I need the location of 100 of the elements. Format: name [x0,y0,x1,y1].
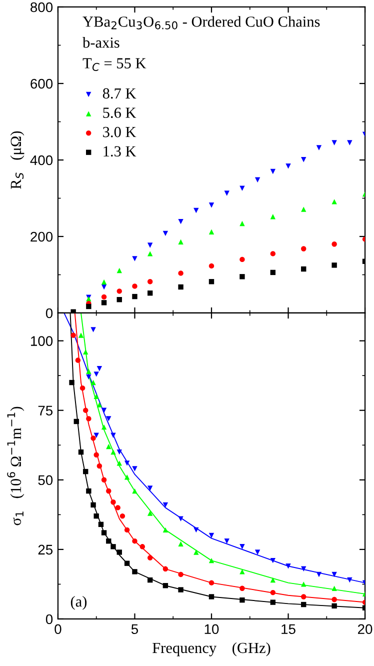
point [301,602,306,608]
point [301,246,306,252]
y-tick-label: 50 [38,475,53,486]
point [94,372,99,377]
legend-label: 1.3 K [104,146,136,157]
point [106,444,112,450]
x-tick-label: 20 [358,624,372,634]
point [101,408,107,413]
point [74,418,79,424]
point [270,600,276,605]
point [208,202,214,208]
point [94,394,99,400]
point [132,569,138,574]
point [101,284,107,290]
y-tick-label: 25 [38,544,53,555]
point [178,239,184,244]
point [178,587,184,592]
point [286,164,291,169]
point [332,603,337,609]
point [332,242,337,247]
point [270,270,276,276]
y-tick-label: 100 [30,336,53,346]
point [270,590,276,596]
point [240,256,245,262]
point [83,349,88,355]
point [332,262,337,268]
annotation: T$_{C}$ = 55 K [82,58,146,71]
point [240,597,245,603]
point [194,550,199,555]
point [240,186,245,191]
point [132,466,138,472]
point [94,432,99,438]
y-tick-label: 400 [30,155,53,166]
point [90,436,96,441]
point [116,297,122,302]
point [115,505,120,510]
legend-label: 5.6 K [103,108,136,118]
point [116,460,122,466]
point [116,288,122,294]
point [116,449,122,455]
y-tick-label: 600 [30,78,53,89]
point [240,586,245,591]
point [240,544,245,550]
point [106,538,112,544]
annotation: (a) [70,596,87,610]
point [208,279,214,284]
point [270,251,276,256]
point [96,463,102,469]
x-axis-title: Frequency (GHz) [152,642,270,656]
point [70,332,76,338]
point [316,145,322,150]
point [110,432,116,438]
point [178,541,184,546]
point [75,358,81,363]
point [101,424,107,430]
point [178,572,184,578]
point [194,208,199,214]
text: σ$_{1}$ (10$^{6}$ Ω$^{−1}$m$^{−1}$) [7,406,24,526]
point [147,242,153,248]
point [86,368,92,374]
point [90,502,96,508]
x-tick-label: 5 [131,624,138,634]
point [124,474,130,480]
point [178,284,184,290]
point [347,140,352,146]
point [147,510,153,516]
point [124,560,130,566]
point [301,582,306,587]
point [178,516,184,522]
x-tick-label: 0 [54,624,62,634]
point [178,270,184,276]
point [162,566,168,572]
point [347,577,352,583]
point [116,268,122,274]
point [106,416,112,422]
point [147,279,153,284]
point [120,513,126,519]
annotation: YBa$_{2}$Cu$_{3}$O$_{6.50}$ - Ordered CuO Chains [82,16,320,30]
legend-label: 3.0 K [103,126,136,138]
point [86,416,92,422]
point [106,488,112,494]
point [132,294,138,300]
point [83,408,88,413]
point [270,577,276,583]
point [208,558,214,564]
point [208,229,214,234]
y-tick-label: 0 [46,308,53,318]
point [147,251,153,256]
point [124,527,130,533]
point [270,168,276,174]
point [162,230,168,236]
point [224,538,230,544]
point [78,332,84,338]
point [178,218,184,224]
y-tick-label: 800 [30,2,53,12]
point [110,449,116,455]
point [332,140,337,146]
point [101,300,107,306]
point [98,522,104,527]
annotation: b-axis [82,36,120,48]
